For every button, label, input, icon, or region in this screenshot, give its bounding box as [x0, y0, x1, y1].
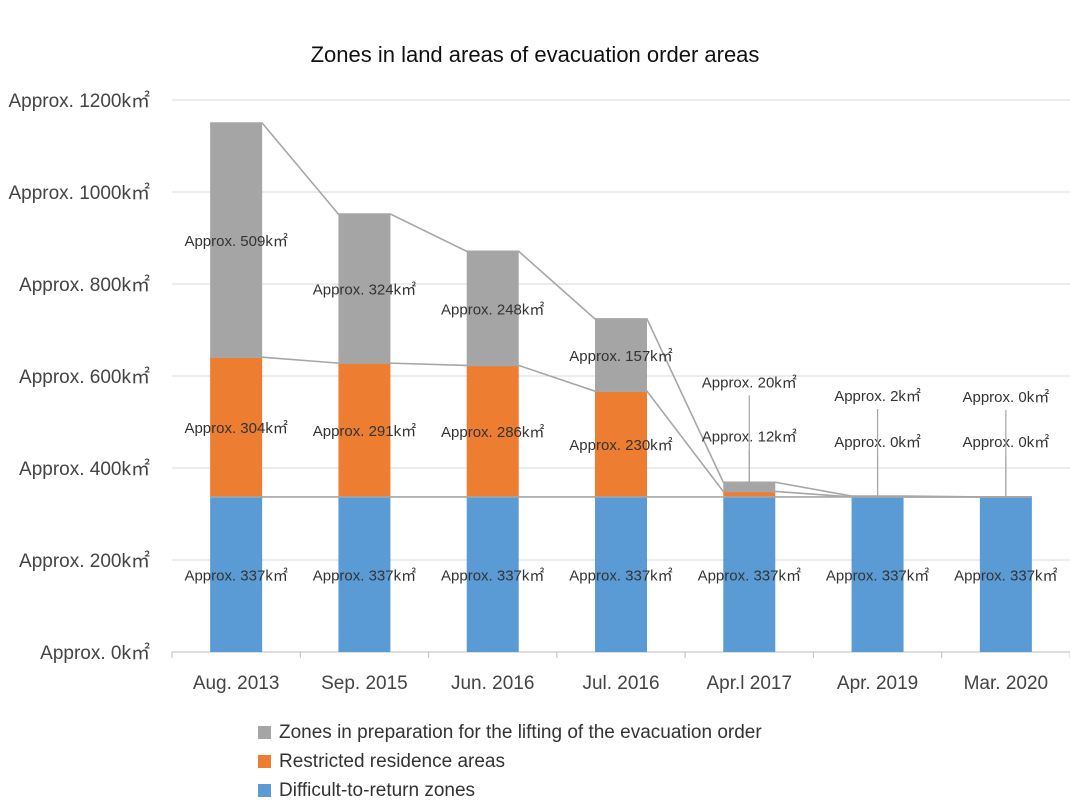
legend-swatch	[258, 784, 271, 797]
bar-segment	[723, 491, 776, 497]
x-tick-label: Jun. 2016	[451, 673, 534, 694]
x-tick-label: Sep. 2015	[321, 673, 408, 694]
data-label: Approx. 337k㎡	[313, 567, 416, 584]
data-label: Approx. 337k㎡	[954, 567, 1057, 584]
data-label: Approx. 2k㎡	[834, 388, 921, 405]
legend-item: Restricted residence areas	[258, 747, 762, 776]
data-label: Approx. 337k㎡	[698, 567, 801, 584]
legend-label: Restricted residence areas	[279, 750, 505, 772]
bar-segment	[466, 365, 519, 497]
data-label: Approx. 337k㎡	[826, 567, 929, 584]
data-label: Approx. 291k㎡	[313, 423, 416, 440]
data-label: Approx. 286k㎡	[441, 424, 544, 441]
legend-item: Difficult-to-return zones	[258, 776, 762, 805]
y-tick-label: Approx. 1200k㎡	[8, 89, 150, 112]
x-tick-label: Aug. 2013	[193, 673, 280, 694]
legend-label: Zones in preparation for the lifting of …	[279, 721, 762, 743]
bar-segment	[851, 496, 904, 652]
bar-segment	[338, 214, 391, 364]
legend-swatch	[258, 726, 271, 739]
data-label: Approx. 20k㎡	[702, 374, 797, 391]
data-label: Approx. 337k㎡	[184, 567, 287, 584]
x-tick-label: Apr. 2019	[837, 673, 918, 694]
bar-segment	[210, 496, 263, 652]
y-tick-label: Approx. 400k㎡	[19, 457, 150, 480]
data-label: Approx. 230k㎡	[569, 437, 672, 454]
bar-segment	[210, 123, 263, 358]
data-label: Approx. 0k㎡	[962, 389, 1049, 406]
series-line	[210, 356, 1032, 498]
data-label: Approx. 337k㎡	[441, 567, 544, 584]
chart-title: Zones in land areas of evacuation order …	[310, 42, 760, 67]
x-tick-label: Mar. 2020	[964, 673, 1049, 694]
data-label: Approx. 157k㎡	[569, 348, 672, 365]
bar-segment	[595, 318, 647, 392]
y-tick-label: Approx. 600k㎡	[19, 365, 150, 388]
y-tick-label: Approx. 200k㎡	[19, 549, 150, 572]
data-label: Approx. 337k㎡	[569, 567, 672, 584]
y-tick-label: Approx. 0k㎡	[40, 641, 150, 664]
y-tick-label: Approx. 1000k㎡	[8, 181, 150, 204]
bar-segment	[466, 496, 519, 652]
bar-segment	[338, 496, 391, 652]
data-label: Approx. 304k㎡	[184, 420, 287, 437]
bar-segment	[595, 391, 647, 497]
legend-swatch	[258, 755, 271, 768]
bar-segment	[979, 496, 1032, 652]
bar-segment	[595, 496, 647, 652]
legend: Zones in preparation for the lifting of …	[258, 718, 762, 805]
x-tick-label: Jul. 2016	[582, 673, 659, 694]
series-line	[210, 122, 1032, 498]
data-label: Approx. 324k㎡	[313, 282, 416, 299]
legend-item: Zones in preparation for the lifting of …	[258, 718, 762, 747]
bar-segment	[466, 251, 519, 366]
legend-label: Difficult-to-return zones	[279, 779, 476, 801]
bar-segment	[338, 363, 391, 497]
data-label: Approx. 509k㎡	[184, 233, 287, 250]
data-label: Approx. 248k㎡	[441, 301, 544, 318]
y-tick-label: Approx. 800k㎡	[19, 273, 150, 296]
bar-segment	[723, 496, 776, 652]
x-tick-label: Apr.l 2017	[706, 673, 792, 694]
bar-segment	[210, 357, 263, 497]
